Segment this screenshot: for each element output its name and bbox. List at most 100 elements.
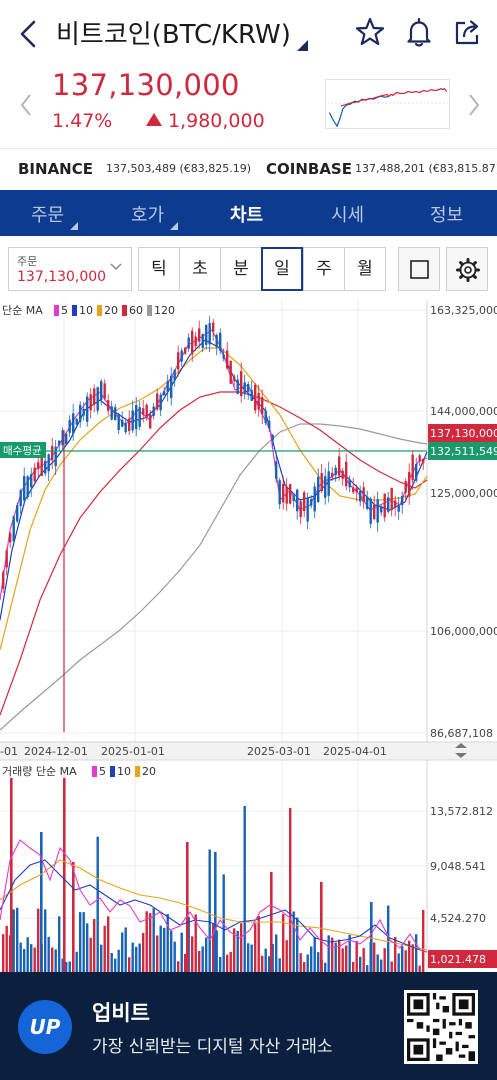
candle (54, 446, 57, 467)
volume-bar (5, 925, 8, 972)
candle (107, 400, 110, 411)
candle (65, 433, 68, 445)
volume-bar (292, 911, 295, 972)
candle (320, 473, 323, 492)
tab-info[interactable]: 정보 (430, 205, 464, 226)
volume-bar (93, 918, 96, 972)
volume-bar (236, 930, 239, 972)
exchange-price: 137,503,489 (€83,825.19) (106, 162, 252, 175)
volume-bar (352, 961, 355, 972)
period-month[interactable]: 월 (344, 247, 386, 291)
price-axis-label: 106,000,000 (430, 625, 497, 638)
period-minute[interactable]: 분 (220, 247, 262, 291)
title-dropdown-icon[interactable] (297, 40, 308, 51)
candle (401, 495, 404, 505)
volume-bar (289, 807, 292, 972)
pane-resize-handle[interactable] (455, 743, 467, 758)
candle (243, 382, 246, 394)
volume-bar (184, 953, 187, 972)
date-axis-band (0, 742, 497, 760)
order-select-label: 주문 (17, 255, 38, 268)
mini-price-chart[interactable] (325, 79, 450, 129)
star-icon[interactable] (354, 16, 386, 48)
candle (310, 499, 313, 506)
candle (79, 404, 82, 423)
prev-coin-icon[interactable] (18, 92, 34, 118)
candle (257, 392, 260, 410)
candle (390, 487, 393, 511)
candle (387, 497, 390, 512)
upbit-banner[interactable]: UP 업비트 가장 신뢰받는 디지털 자산 거래소 (0, 972, 497, 1080)
volume-bar (131, 942, 134, 972)
qr-code-icon (404, 990, 478, 1064)
candle (289, 484, 292, 504)
tab-order[interactable]: 주문 (31, 205, 65, 226)
period-day[interactable]: 일 (261, 247, 303, 291)
candle (201, 333, 204, 348)
volume-bar (121, 932, 124, 972)
order-select-value: 137,130,000 (17, 269, 107, 285)
price-axis-label: 86,687,108 (430, 727, 493, 740)
legend-vol-ma10: 10 (117, 765, 131, 778)
candle (166, 381, 169, 393)
volume-bar (271, 943, 274, 972)
next-coin-icon[interactable] (466, 92, 482, 118)
volume-bar (285, 940, 288, 972)
volume-bar (254, 923, 257, 972)
tab-menu-icon (170, 222, 178, 230)
candle (37, 462, 40, 470)
tab-orderbook[interactable]: 호가 (131, 205, 165, 226)
volume-ma-lines (0, 839, 428, 953)
fullscreen-button[interactable] (398, 247, 440, 291)
volume-bar (187, 917, 190, 972)
candle (313, 486, 316, 512)
volume-ma-legend: 거래량 단순 MA 5 10 20 (0, 763, 170, 778)
tab-market[interactable]: 시세 (331, 205, 365, 226)
volume-bar (222, 874, 225, 972)
volume-bar (404, 950, 407, 972)
period-tick[interactable]: 틱 (138, 247, 180, 291)
volume-bar (19, 942, 22, 972)
volume-bar (299, 953, 302, 972)
chart-settings-button[interactable] (446, 247, 488, 291)
candlestick-chart[interactable]: 매수평균 132,511,549 137,130,000 163,325,000… (0, 300, 497, 972)
candle (205, 324, 208, 345)
volume-bar (215, 930, 218, 972)
candle (226, 350, 229, 369)
up-triangle-icon (146, 113, 162, 126)
candle (254, 384, 257, 411)
upbit-logo: UP (18, 1000, 72, 1054)
volume-bar (68, 961, 71, 972)
candle (89, 394, 92, 411)
share-icon[interactable] (452, 16, 484, 48)
candle (180, 350, 183, 362)
candle (173, 369, 176, 381)
candle (26, 476, 29, 498)
volume-bar (247, 943, 250, 972)
candles (2, 316, 425, 594)
tab-chart[interactable]: 차트 (230, 205, 264, 226)
candle (19, 490, 22, 507)
volume-bar (422, 909, 425, 972)
volume-bar (390, 961, 393, 972)
order-price-select[interactable]: 주문 137,130,000 (8, 247, 132, 291)
volume-bar (338, 939, 341, 972)
volume-bar (138, 943, 141, 972)
period-second[interactable]: 초 (179, 247, 221, 291)
back-arrow-icon[interactable] (14, 18, 44, 50)
volume-bar (408, 940, 411, 972)
candle (303, 492, 306, 512)
price-axis-label: 163,325,000 (430, 304, 497, 317)
volume-bar (282, 914, 285, 972)
candle (72, 413, 75, 434)
bell-icon[interactable] (403, 16, 435, 48)
date-label: 2025-01-01 (101, 745, 165, 758)
page-title[interactable]: 비트코인(BTC/KRW) (56, 20, 291, 50)
current-price-tag-box (428, 424, 497, 442)
period-week[interactable]: 주 (303, 247, 345, 291)
exchange-name: COINBASE (266, 160, 352, 178)
volume-bar (327, 935, 330, 972)
vol-ma20-line (0, 859, 428, 951)
volume-bar (376, 954, 379, 972)
header: 비트코인(BTC/KRW) (0, 0, 497, 68)
